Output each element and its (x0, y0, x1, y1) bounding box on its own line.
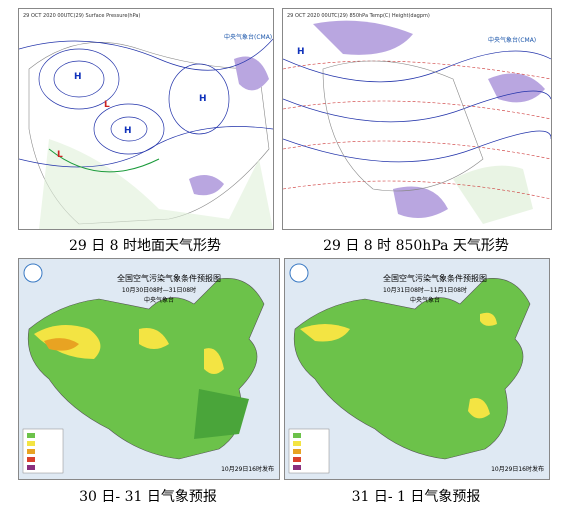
caption: 29 日 8 时地面天气形势 (68, 238, 222, 254)
map-header: 29 OCT 2020 00UTC(29) Surface Pressure(h… (23, 13, 140, 19)
map-time: 10月31日08时—11月1日08时 (383, 286, 467, 294)
pollution-map: 全国空气污染气象条件预报图 10月31日08时—11月1日08时 中央气象台 1… (284, 258, 550, 480)
map: H H H L L 29 OCT 2020 00UTC(29) Surface … (19, 9, 273, 229)
map: H 29 OCT 2020 00UTC(29) 850hPa Temp(C) H… (283, 9, 551, 229)
svg-text:L: L (57, 150, 63, 160)
map-logo: 中央气象台(CMA) (224, 33, 272, 41)
pollution-map: 全国空气污染气象条件预报图 10月30日08时—31日08时 中央气象台 10月… (18, 258, 280, 480)
map-time: 10月30日08时—31日08时 (122, 286, 196, 294)
map: 全国空气污染气象条件预报图 10月30日08时—31日08时 中央气象台 10月… (19, 259, 279, 479)
map-header: 29 OCT 2020 00UTC(29) 850hPa Temp(C) Hei… (287, 13, 430, 19)
svg-text:H: H (124, 126, 132, 136)
map-title: 全国空气污染气象条件预报图 (383, 273, 487, 283)
caption: 29 日 8 时 850hPa 天气形势 (323, 238, 509, 254)
surface-map: H H H L L 29 OCT 2020 00UTC(29) Surface … (18, 8, 274, 230)
map-issued: 10月29日16时发布 (491, 465, 544, 473)
svg-text:H: H (297, 47, 305, 57)
caption: 31 日- 1 日气象预报 (351, 489, 481, 505)
caption: 30 日- 31 日气象预报 (79, 489, 217, 505)
svg-text:H: H (199, 94, 207, 104)
map-issued: 10月29日16时发布 (221, 465, 274, 473)
map-agency: 中央气象台 (144, 296, 174, 304)
map-title: 全国空气污染气象条件预报图 (117, 273, 221, 283)
svg-text:H: H (74, 72, 82, 82)
map: 全国空气污染气象条件预报图 10月31日08时—11月1日08时 中央气象台 1… (285, 259, 549, 479)
svg-text:L: L (104, 100, 110, 110)
map-agency: 中央气象台 (410, 296, 440, 304)
map-logo: 中央气象台(CMA) (488, 36, 536, 44)
upper-air-map: H 29 OCT 2020 00UTC(29) 850hPa Temp(C) H… (282, 8, 552, 230)
